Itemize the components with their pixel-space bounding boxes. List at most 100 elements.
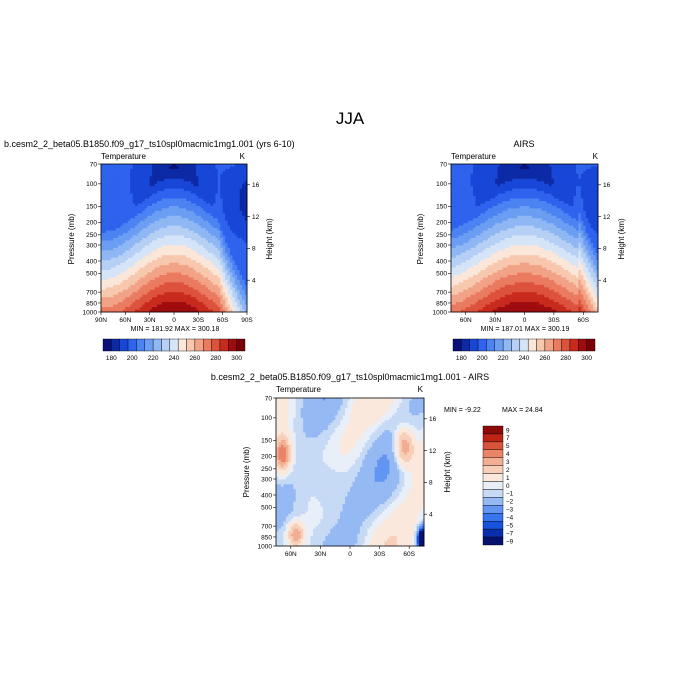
contour-cell (212, 262, 216, 266)
contour-cell (198, 213, 202, 217)
contour-cell (164, 218, 168, 222)
contour-cell (154, 262, 158, 266)
contour-cell (234, 205, 238, 209)
contour-cell (205, 255, 209, 259)
contour-cell (237, 284, 241, 288)
contour-cell (130, 168, 134, 172)
contour-cell (563, 164, 567, 167)
contour-cell (152, 255, 156, 259)
contour-cell (127, 275, 131, 278)
contour-cell (135, 183, 138, 187)
contour-cell (237, 228, 241, 232)
contour-cell (137, 255, 141, 259)
contour-cell (191, 284, 194, 288)
contour-cell (169, 299, 173, 303)
contour-cell (142, 242, 146, 246)
contour-cell (132, 238, 136, 241)
contour-cell (239, 284, 243, 288)
contour-cell (166, 191, 170, 195)
contour-cell (118, 270, 121, 274)
contour-cell (585, 171, 589, 175)
contour-cell (135, 178, 138, 182)
contour-cell (132, 191, 136, 195)
contour-cell (215, 299, 219, 303)
contour-cell (220, 173, 224, 177)
contour-cell (205, 260, 209, 264)
contour-cell (147, 277, 151, 281)
contour-cell (556, 183, 560, 187)
contour-cell (480, 188, 484, 192)
stats-text: MIN = 181.92 MAX = 300.18 (131, 326, 220, 333)
contour-cell (544, 176, 548, 180)
contour-cell (139, 252, 143, 256)
contour-cell (220, 183, 224, 187)
contour-cell (186, 289, 190, 293)
contour-cell (171, 183, 175, 187)
contour-cell (495, 178, 499, 182)
contour-cell (113, 230, 117, 234)
contour-cell (108, 240, 112, 244)
contour-cell (492, 193, 496, 197)
contour-cell (137, 257, 141, 261)
contour-cell (183, 252, 187, 256)
contour-cell (152, 196, 156, 200)
contour-cell (161, 272, 165, 276)
contour-cell (181, 275, 185, 278)
contour-cell (536, 166, 540, 170)
contour-cell (208, 292, 211, 296)
contour-cell (132, 272, 136, 276)
contour-cell (198, 277, 202, 281)
contour-cell (465, 188, 469, 192)
contour-cell (139, 191, 143, 195)
contour-cell (237, 235, 241, 239)
contour-cell (546, 173, 550, 177)
contour-cell (473, 188, 476, 192)
contour-cell (509, 203, 513, 207)
contour-cell (563, 186, 567, 190)
contour-cell (171, 173, 175, 177)
contour-cell (127, 279, 131, 283)
contour-cell (215, 289, 219, 293)
contour-cell (122, 220, 126, 224)
contour-cell (120, 260, 124, 264)
contour-cell (188, 213, 192, 217)
contour-cell (468, 203, 472, 207)
contour-cell (142, 210, 146, 214)
contour-cell (568, 205, 572, 209)
contour-cell (482, 178, 486, 182)
contour-cell (161, 287, 165, 291)
contour-cell (509, 181, 513, 185)
contour-cell (517, 191, 521, 195)
contour-cell (149, 260, 153, 264)
contour-cell (171, 242, 175, 246)
contour-cell (186, 220, 190, 224)
contour-cell (147, 242, 151, 246)
contour-cell (164, 304, 168, 308)
contour-cell (222, 166, 226, 170)
contour-cell (166, 198, 170, 202)
contour-cell (220, 223, 224, 227)
contour-cell (212, 294, 216, 298)
contour-cell (183, 193, 187, 197)
contour-cell (135, 220, 138, 224)
contour-cell (217, 198, 221, 202)
contour-cell (212, 304, 216, 308)
contour-cell (135, 272, 138, 276)
contour-cell (234, 279, 238, 283)
contour-cell (113, 309, 117, 313)
contour-cell (237, 181, 241, 185)
contour-cell (531, 188, 535, 192)
contour-cell (193, 257, 197, 261)
contour-cell (181, 201, 185, 204)
y-axis-label: Pressure (mb) (67, 213, 76, 264)
contour-cell (215, 188, 219, 192)
contour-cell (188, 168, 192, 172)
contour-cell (132, 208, 136, 212)
contour-cell (142, 173, 146, 177)
contour-cell (575, 181, 579, 185)
contour-cell (220, 260, 224, 264)
contour-cell (174, 302, 177, 306)
contour-cell (164, 228, 168, 232)
contour-cell (536, 181, 540, 185)
contour-cell (237, 252, 241, 256)
